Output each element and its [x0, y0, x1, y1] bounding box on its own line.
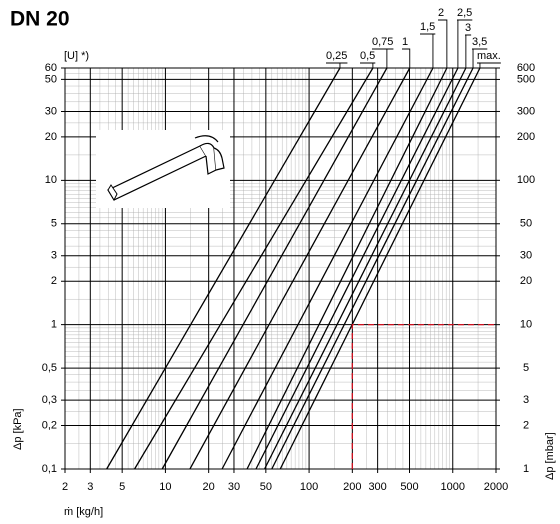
y2-tick-label: 600 [517, 62, 535, 74]
y2-tick-label: 500 [517, 73, 535, 85]
y-tick-label: 5 [51, 218, 57, 230]
y-tick-label: 0,5 [42, 362, 57, 374]
legend-label: 2 [438, 7, 444, 19]
y2-tick-label: 50 [520, 218, 532, 230]
y-tick-label: 30 [45, 105, 57, 117]
x-tick-label: 10 [159, 481, 171, 493]
label-leader [472, 48, 488, 68]
curve [161, 67, 388, 470]
legend-label: 2,5 [457, 7, 472, 19]
y-tick-label: 0,1 [42, 463, 57, 475]
label-leader [372, 48, 394, 68]
y2-tick-label: 300 [517, 105, 535, 117]
legend-label: 1,5 [420, 21, 435, 33]
key-end [107, 184, 118, 202]
legend-label: 1 [402, 36, 408, 48]
x-tick-label: 20 [203, 481, 215, 493]
plot-frame [64, 67, 497, 470]
unit-note: [U] *) [64, 50, 89, 62]
label-leader [360, 62, 376, 68]
legend-label: 3 [465, 22, 471, 34]
curve [221, 67, 434, 470]
x-tick-label: 30 [228, 481, 240, 493]
x-tick-label: 2000 [484, 481, 508, 493]
label-leader [438, 19, 448, 68]
curve [263, 67, 467, 470]
y-tick-label: 1 [51, 319, 57, 331]
y2-tick-label: 3 [523, 394, 529, 406]
y-tick-label: 3 [51, 250, 57, 262]
x-tick-label: 3 [87, 481, 93, 493]
key-top [194, 135, 219, 143]
x-tick-label: 200 [343, 481, 361, 493]
curve [134, 67, 374, 470]
y-axis-label: Δp [kPa] [12, 408, 24, 450]
y2-tick-label: 20 [520, 275, 532, 287]
x-tick-label: 300 [368, 481, 386, 493]
x-tick-label: 2 [62, 481, 68, 493]
y2-tick-label: 10 [520, 319, 532, 331]
inset-picture [96, 130, 230, 208]
y2-tick-label: 2 [523, 419, 529, 431]
y-tick-label: 50 [45, 73, 57, 85]
label-leader [457, 19, 473, 68]
y-tick-label: 20 [45, 131, 57, 143]
x-tick-label: 500 [400, 481, 418, 493]
x-tick-label: 50 [260, 481, 272, 493]
y-tick-label: 0,2 [42, 419, 57, 431]
y2-tick-label: 200 [517, 131, 535, 143]
label-leader [465, 34, 472, 68]
label-leader [402, 48, 411, 68]
legend-label: 3,5 [472, 36, 487, 48]
y2-tick-label: 5 [523, 362, 529, 374]
chart-title: DN 20 [10, 8, 70, 31]
y-tick-label: 0,3 [42, 394, 57, 406]
x-tick-label: 1000 [441, 481, 465, 493]
y2-axis-label: Δp [mbar] [544, 432, 556, 480]
curve [246, 67, 448, 470]
legend-label: 0,5 [360, 50, 375, 62]
key-tip [213, 147, 225, 171]
reference-line [351, 324, 496, 469]
marks [106, 19, 501, 470]
curve [106, 67, 341, 470]
x-tick-label: 5 [119, 481, 125, 493]
y2-tick-label: 100 [517, 174, 535, 186]
curve [189, 67, 411, 470]
legend-label: max. [477, 50, 501, 62]
x-axis-label: ṁ [kg/h] [64, 506, 103, 518]
label-leader [477, 62, 501, 68]
y2-tick-label: 1 [523, 463, 529, 475]
label-leader [326, 62, 348, 68]
legend-label: 0,25 [326, 50, 347, 62]
grid [61, 67, 500, 473]
y-tick-label: 2 [51, 275, 57, 287]
curve [279, 67, 481, 470]
legend-label: 0,75 [372, 36, 393, 48]
y-tick-label: 60 [45, 62, 57, 74]
x-tick-label: 100 [300, 481, 318, 493]
curve [271, 67, 474, 470]
curve [255, 67, 459, 470]
label-leader [420, 33, 436, 68]
y-tick-label: 10 [45, 174, 57, 186]
y2-tick-label: 30 [520, 250, 532, 262]
